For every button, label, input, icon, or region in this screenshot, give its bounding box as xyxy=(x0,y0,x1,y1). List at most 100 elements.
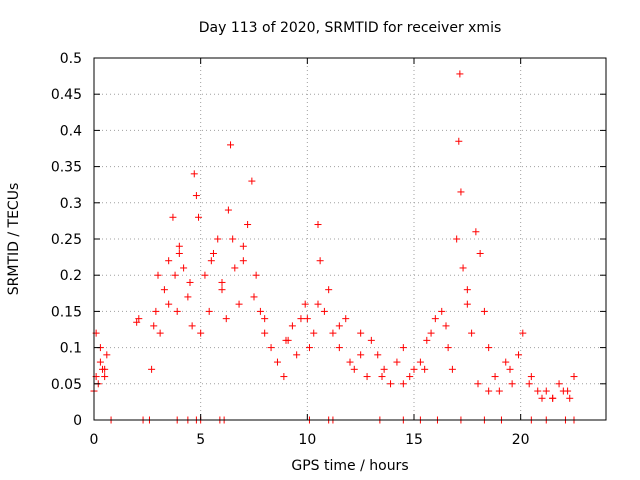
data-point xyxy=(519,329,527,337)
data-point xyxy=(463,300,471,308)
ticks-layer: 0 0.05 0.1 0.15 0.2 0.25 0.3 0.35 0.4 0.45 0.5 0 5 10… xyxy=(51,51,606,448)
data-point xyxy=(456,70,464,78)
data-point xyxy=(188,322,196,330)
data-point xyxy=(515,351,523,359)
data-point xyxy=(244,221,252,229)
data-point xyxy=(250,293,258,301)
data-point xyxy=(374,351,382,359)
data-point xyxy=(175,249,183,257)
data-point xyxy=(491,373,499,381)
data-point xyxy=(173,307,181,315)
data-point xyxy=(387,380,395,388)
data-point xyxy=(314,300,322,308)
data-point xyxy=(442,322,450,330)
data-point xyxy=(431,315,439,323)
data-point xyxy=(485,387,493,395)
data-point xyxy=(305,344,313,352)
data-point xyxy=(495,387,503,395)
data-point xyxy=(363,373,371,381)
y-axis-label: SRMTID / TECUs xyxy=(6,183,22,296)
data-point xyxy=(453,235,461,243)
data-point xyxy=(184,293,192,301)
data-point xyxy=(280,373,288,381)
data-point xyxy=(566,394,574,402)
data-point xyxy=(542,387,550,395)
data-point xyxy=(239,257,247,265)
data-point xyxy=(103,351,111,359)
x-axis-label: GPS time / hours xyxy=(291,458,408,474)
y-tick-label: 0.45 xyxy=(51,87,82,103)
data-point xyxy=(214,235,222,243)
data-point xyxy=(154,271,162,279)
data-point xyxy=(476,249,484,257)
data-point xyxy=(218,286,226,294)
data-point xyxy=(282,336,290,344)
data-point xyxy=(303,315,311,323)
data-point xyxy=(205,307,213,315)
y-tick-label: 0.1 xyxy=(60,341,82,357)
data-point xyxy=(101,373,109,381)
y-tick-label: 0.35 xyxy=(51,160,82,176)
data-point xyxy=(427,329,435,337)
data-point xyxy=(190,170,198,178)
data-point xyxy=(180,264,188,272)
data-point xyxy=(101,365,109,373)
data-point xyxy=(472,228,480,236)
data-point xyxy=(485,344,493,352)
data-point xyxy=(310,329,318,337)
data-point xyxy=(293,351,301,359)
data-point xyxy=(195,213,203,221)
data-point xyxy=(448,365,456,373)
data-point xyxy=(423,336,431,344)
data-point xyxy=(357,329,365,337)
data-point xyxy=(207,257,215,265)
data-point xyxy=(525,380,533,388)
data-point xyxy=(252,271,260,279)
data-point xyxy=(267,344,275,352)
data-point xyxy=(320,307,328,315)
data-point xyxy=(288,322,296,330)
x-tick-label: 15 xyxy=(405,432,423,448)
data-point xyxy=(261,329,269,337)
data-point xyxy=(133,318,141,326)
data-point xyxy=(156,329,164,337)
data-point xyxy=(239,242,247,250)
y-tick-label: 0.3 xyxy=(60,196,82,212)
data-point xyxy=(273,358,281,366)
data-point xyxy=(165,300,173,308)
y-tick-label: 0.25 xyxy=(51,232,82,248)
chart-title: Day 113 of 2020, SRMTID for receiver xmi… xyxy=(199,20,502,36)
data-point xyxy=(342,315,350,323)
data-point xyxy=(534,387,542,395)
data-point xyxy=(175,242,183,250)
data-point xyxy=(150,322,158,330)
data-point xyxy=(570,373,578,381)
data-point xyxy=(231,264,239,272)
y-tick-label: 0.15 xyxy=(51,304,82,320)
y-tick-label: 0.05 xyxy=(51,377,82,393)
data-point xyxy=(229,235,237,243)
data-point xyxy=(301,300,309,308)
data-point xyxy=(410,365,418,373)
data-point xyxy=(399,344,407,352)
data-point xyxy=(325,286,333,294)
data-point xyxy=(227,141,235,149)
data-point xyxy=(160,286,168,294)
data-point xyxy=(209,249,217,257)
data-point xyxy=(186,278,194,286)
data-point xyxy=(346,358,354,366)
data-point xyxy=(538,394,546,402)
grid-layer xyxy=(94,58,606,420)
data-point xyxy=(248,177,256,185)
data-point xyxy=(297,315,305,323)
data-point xyxy=(480,307,488,315)
data-point xyxy=(135,315,143,323)
data-point xyxy=(457,188,465,196)
data-point xyxy=(380,365,388,373)
data-point xyxy=(314,221,322,229)
data-point xyxy=(527,373,535,381)
data-point xyxy=(222,315,230,323)
data-point xyxy=(421,365,429,373)
data-point xyxy=(171,271,179,279)
